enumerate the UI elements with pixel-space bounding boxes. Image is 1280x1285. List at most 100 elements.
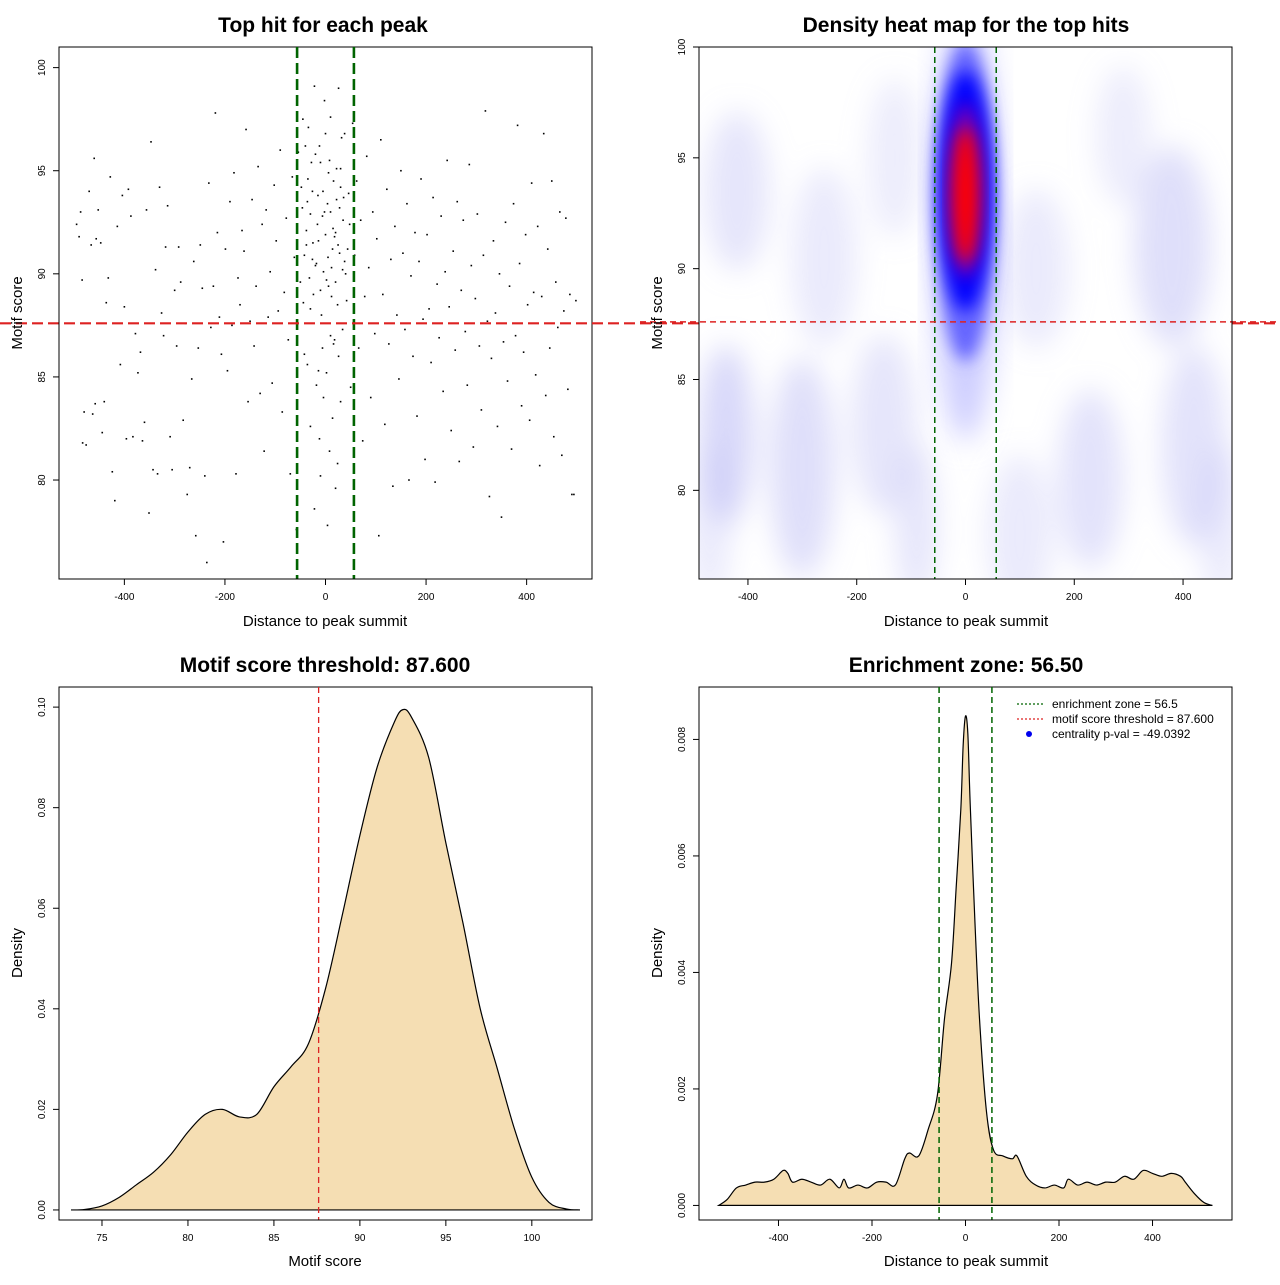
scatter-point — [307, 126, 310, 129]
scatter-point — [347, 192, 350, 195]
density-blob — [894, 443, 939, 579]
distance-density-y-tick-label: 0.002 — [677, 1076, 688, 1101]
scatter-point — [337, 355, 340, 358]
scatter-point — [166, 204, 169, 207]
score-density-x-tick-label: 80 — [182, 1233, 194, 1244]
scatter-point — [349, 386, 352, 389]
scatter-point — [476, 213, 479, 215]
legend-label-enrichment: enrichment zone = 56.5 — [1052, 697, 1178, 711]
scatter-point — [224, 248, 227, 250]
scatter-point — [306, 200, 309, 203]
scatter-point — [478, 345, 481, 347]
scatter-x-tick-label: 0 — [323, 592, 329, 603]
scatter-point — [317, 240, 320, 242]
scatter-point — [263, 450, 265, 452]
scatter-point — [335, 167, 338, 170]
scatter-point — [175, 345, 178, 347]
score-density-x-tick-label: 75 — [96, 1233, 108, 1244]
scatter-point — [141, 440, 144, 442]
score-density-panel: Motif score threshold: 87.600 75 80 85 90 95… — [9, 654, 593, 1270]
scatter-point — [152, 468, 154, 471]
heatmap-y-tick-label: 80 — [677, 484, 688, 496]
scatter-point — [324, 132, 327, 135]
scatter-point — [565, 217, 567, 219]
scatter-point — [81, 279, 83, 281]
density-core-layer — [952, 127, 979, 264]
distance-density-x-tick-label: -400 — [768, 1233, 788, 1244]
scatter-point — [130, 215, 132, 217]
scatter-point — [145, 209, 148, 211]
scatter-point — [325, 279, 328, 281]
score-density-title: Motif score threshold: 87.600 — [180, 654, 471, 677]
scatter-point — [148, 512, 150, 514]
scatter-point — [116, 225, 119, 228]
scatter-point — [406, 202, 408, 205]
scatter-point — [464, 330, 467, 333]
score-density-x-axis: 75 80 85 90 95 100 — [96, 1219, 541, 1244]
scatter-point — [139, 351, 142, 353]
scatter-point — [171, 468, 173, 471]
scatter-point — [522, 351, 525, 353]
density-blob — [699, 443, 732, 579]
scatter-point — [188, 466, 191, 469]
scatter-point — [398, 378, 400, 380]
scatter-point — [289, 473, 292, 475]
scatter-point — [214, 112, 217, 114]
scatter-point — [482, 254, 485, 257]
scatter-point — [212, 285, 215, 287]
distance-density-x-tick-label: 400 — [1144, 1233, 1161, 1244]
scatter-point — [267, 316, 269, 318]
scatter-point — [105, 301, 108, 304]
scatter-point — [458, 460, 461, 463]
scatter-x-tick-label: -400 — [114, 592, 134, 603]
scatter-point — [281, 411, 284, 413]
scatter-point — [97, 209, 100, 211]
score-density-y-tick-label: 0.08 — [37, 798, 48, 818]
scatter-point — [454, 349, 457, 351]
scatter-point — [348, 223, 351, 226]
scatter-point — [365, 155, 368, 158]
scatter-point — [177, 246, 180, 248]
scatter-point — [319, 161, 322, 164]
heatmap-y-tick-label: 90 — [677, 263, 688, 275]
scatter-point — [452, 250, 455, 252]
scatter-point — [239, 303, 241, 306]
scatter-point — [220, 353, 223, 356]
score-density-y-tick-label: 0.10 — [37, 697, 48, 717]
scatter-point — [162, 334, 165, 337]
scatter-point — [279, 149, 282, 151]
scatter-point — [363, 295, 366, 298]
scatter-point — [329, 116, 332, 118]
scatter-point — [269, 270, 271, 273]
scatter-point — [575, 299, 577, 302]
scatter-point — [498, 273, 501, 275]
scatter-point — [93, 157, 95, 160]
scatter-y-axis: 80 85 90 95 100 — [37, 59, 60, 486]
scatter-point — [321, 215, 324, 217]
scatter-point — [88, 190, 90, 193]
scatter-point — [567, 388, 569, 391]
scatter-point — [222, 541, 225, 543]
scatter-point — [323, 99, 326, 102]
scatter-point — [326, 524, 329, 527]
scatter-point — [321, 347, 324, 349]
scatter-point — [109, 176, 112, 178]
scatter-point — [346, 248, 349, 250]
scatter-x-tick-label: 400 — [518, 592, 535, 603]
distance-density-area — [716, 715, 1213, 1207]
scatter-point — [247, 400, 249, 403]
scatter-point — [316, 223, 319, 226]
scatter-point — [273, 184, 276, 186]
scatter-point — [384, 423, 386, 426]
scatter-point — [561, 454, 563, 457]
density-blob — [791, 167, 857, 348]
scatter-panel: Top hit for each peak -400 -200 0 200 400 80… — [0, 14, 1280, 630]
scatter-point — [502, 341, 505, 343]
scatter-point — [249, 320, 251, 323]
scatter-point — [424, 458, 426, 461]
scatter-point — [532, 291, 535, 294]
distance-density-y-tick-label: 0.004 — [677, 959, 688, 984]
scatter-point — [243, 250, 245, 252]
scatter-point — [318, 437, 321, 440]
scatter-point — [554, 281, 557, 283]
